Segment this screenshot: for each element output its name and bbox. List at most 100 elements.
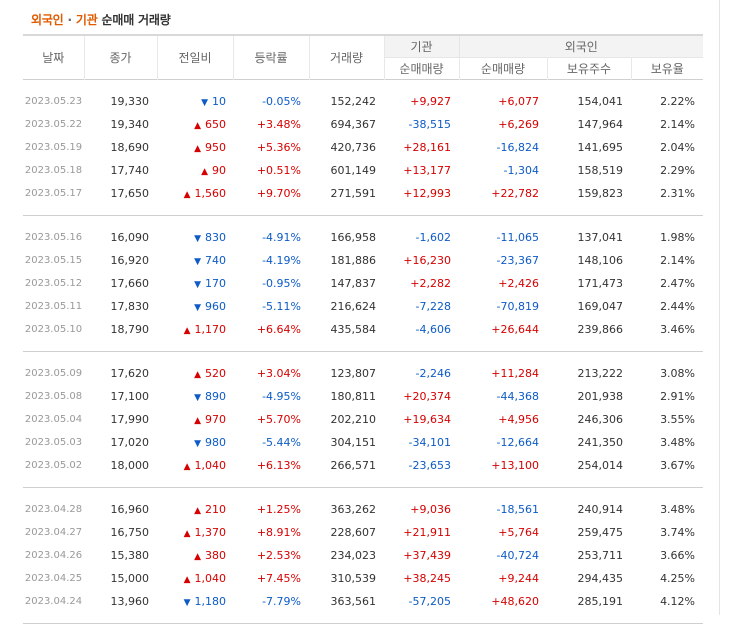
table-row: 2023.05.16 16,090 ▼ 830 -4.91% 166,958 -1,602 -…: [23, 226, 703, 249]
cell-volume: 202,210: [330, 413, 377, 426]
cell-foreign-shares: 158,519: [577, 164, 624, 177]
table-row: 2023.05.09 17,620 ▲ 520 +3.04% 123,807 -2,246 +…: [23, 362, 703, 385]
table-row: 2023.04.26 15,380 ▲ 380 +2.53% 234,023 +37,439…: [23, 544, 703, 567]
cell-rate: +0.51%: [256, 164, 301, 177]
cell-foreign-ratio: 2.29%: [660, 164, 696, 177]
cell-institution-net: +13,177: [403, 164, 451, 177]
cell-rate: +2.53%: [256, 549, 301, 562]
cell-date: 2023.05.17: [24, 188, 83, 199]
cell-foreign-shares: 137,041: [577, 231, 624, 244]
cell-foreign-net: +6,269: [498, 118, 539, 131]
triangle-up-icon: ▲: [183, 529, 191, 539]
table-row: 2023.05.03 17,020 ▼ 980 -5.44% 304,151 -34,101…: [23, 431, 703, 454]
cell-volume: 123,807: [330, 367, 377, 380]
cell-foreign-ratio: 3.08%: [660, 367, 696, 380]
cell-change: ▲ 950: [157, 136, 233, 159]
table-row: 2023.04.27 16,750 ▲ 1,370 +8.91% 228,607 +21,9…: [23, 521, 703, 544]
cell-volume: 363,262: [330, 503, 377, 516]
cell-foreign-net: +13,100: [491, 459, 539, 472]
triangle-up-icon: ▲: [201, 167, 208, 177]
cell-change: ▼ 10: [157, 90, 233, 113]
cell-volume: 601,149: [330, 164, 377, 177]
table-row: 2023.05.02 18,000 ▲ 1,040 +6.13% 266,571 -23,6…: [23, 454, 703, 477]
cell-rate: +9.70%: [256, 187, 301, 200]
triangle-down-icon: ▼: [194, 303, 201, 313]
cell-close: 17,020: [110, 436, 150, 449]
cell-institution-net: -1,602: [415, 231, 451, 244]
cell-volume: 180,811: [330, 390, 377, 403]
change-value: 650: [205, 118, 226, 131]
trading-table-wrap: 날짜 종가 전일비 등락률 거래량 기관 외국인 순매매량 순매매량 보유주수 …: [23, 34, 704, 624]
cell-foreign-ratio: 2.44%: [660, 300, 696, 313]
cell-close: 18,790: [110, 323, 150, 336]
cell-foreign-shares: 154,041: [577, 95, 624, 108]
cell-foreign-net: +22,782: [491, 187, 539, 200]
cell-institution-net: +2,282: [410, 277, 451, 290]
cell-close: 17,830: [110, 300, 150, 313]
cell-foreign-net: +6,077: [498, 95, 539, 108]
cell-foreign-net: -16,824: [496, 141, 539, 154]
table-row: 2023.05.22 19,340 ▲ 650 +3.48% 694,367 -38,515…: [23, 113, 703, 136]
cell-foreign-ratio: 3.74%: [660, 526, 696, 539]
triangle-up-icon: ▲: [194, 121, 201, 131]
cell-date: 2023.05.12: [24, 278, 83, 289]
trading-volume-table: 날짜 종가 전일비 등락률 거래량 기관 외국인 순매매량 순매매량 보유주수 …: [23, 34, 704, 624]
cell-foreign-net: -40,724: [496, 549, 539, 562]
cell-foreign-net: +5,764: [498, 526, 539, 539]
table-row: 2023.05.12 17,660 ▼ 170 -0.95% 147,837 +2,282 +…: [23, 272, 703, 295]
cell-date: 2023.05.10: [24, 324, 83, 335]
cell-foreign-ratio: 3.55%: [660, 413, 696, 426]
cell-change: ▲ 1,040: [157, 454, 233, 477]
triangle-up-icon: ▲: [194, 144, 201, 154]
cell-date: 2023.05.23: [24, 96, 83, 107]
change-value: 520: [205, 367, 226, 380]
group-spacer: [23, 352, 703, 363]
cell-rate: +5.70%: [256, 413, 301, 426]
cell-foreign-net: +11,284: [491, 367, 539, 380]
cell-date: 2023.05.22: [24, 119, 83, 130]
cell-volume: 152,242: [330, 95, 377, 108]
cell-rate: +3.04%: [256, 367, 301, 380]
cell-foreign-net: -11,065: [496, 231, 539, 244]
cell-institution-net: -23,653: [408, 459, 451, 472]
cell-volume: 304,151: [330, 436, 377, 449]
change-value: 90: [212, 164, 226, 177]
cell-rate: +7.45%: [256, 572, 301, 585]
cell-foreign-shares: 253,711: [577, 549, 624, 562]
spacer-cell: [23, 341, 704, 352]
table-row: 2023.05.11 17,830 ▼ 960 -5.11% 216,624 -7,228 -…: [23, 295, 703, 318]
cell-foreign-net: -44,368: [496, 390, 539, 403]
section-title: 외국인 · 기관 순매매 거래량: [31, 11, 171, 28]
cell-foreign-shares: 147,964: [577, 118, 624, 131]
change-value: 170: [205, 277, 226, 290]
group-separator: [23, 477, 704, 488]
cell-close: 17,740: [110, 164, 150, 177]
cell-foreign-net: +48,620: [491, 595, 539, 608]
group-separator: [23, 341, 704, 352]
cell-close: 17,650: [110, 187, 150, 200]
cell-volume: 166,958: [330, 231, 377, 244]
cell-foreign-shares: 171,473: [577, 277, 624, 290]
spacer-cell: [23, 216, 703, 227]
triangle-up-icon: ▲: [183, 575, 191, 585]
spacer-cell: [23, 488, 703, 499]
cell-change: ▲ 380: [157, 544, 233, 567]
cell-foreign-ratio: 2.22%: [660, 95, 696, 108]
cell-institution-net: +20,374: [403, 390, 451, 403]
cell-foreign-shares: 240,914: [577, 503, 624, 516]
cell-change: ▲ 520: [157, 362, 233, 385]
cell-date: 2023.05.02: [24, 460, 83, 471]
group-spacer: [23, 216, 703, 227]
header-rate: 등락률: [233, 35, 310, 80]
cell-foreign-net: -23,367: [496, 254, 539, 267]
cell-close: 16,750: [110, 526, 150, 539]
triangle-down-icon: ▼: [194, 439, 201, 449]
cell-institution-net: +19,634: [403, 413, 451, 426]
cell-foreign-shares: 213,222: [577, 367, 624, 380]
table-header: 날짜 종가 전일비 등락률 거래량 기관 외국인 순매매량 순매매량 보유주수 …: [23, 35, 704, 80]
cell-rate: -5.11%: [262, 300, 301, 313]
spacer-cell: [23, 477, 704, 488]
cell-rate: +3.48%: [256, 118, 301, 131]
cell-date: 2023.04.24: [24, 596, 83, 607]
cell-change: ▼ 170: [157, 272, 233, 295]
